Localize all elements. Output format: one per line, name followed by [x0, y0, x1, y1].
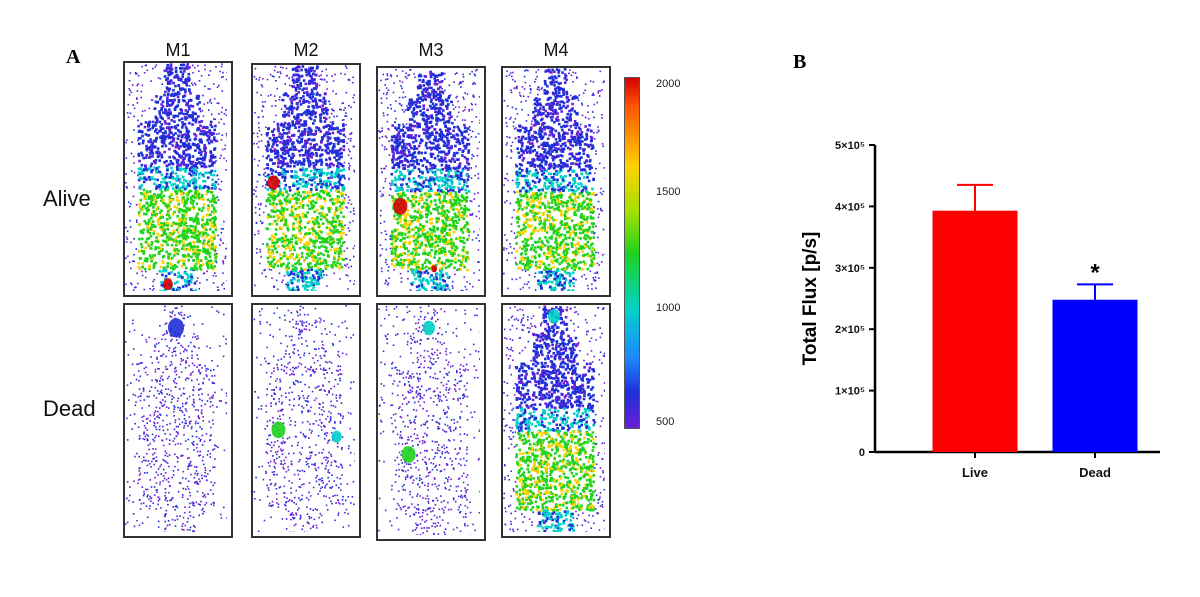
panel-a-letter: A [66, 46, 81, 68]
image-alive-m4 [501, 66, 611, 297]
column-label-m4: M4 [543, 40, 569, 60]
bar-live [932, 210, 1018, 452]
color-scale-tick-1000: 1000 [656, 302, 681, 314]
image-dead-m1 [123, 303, 233, 538]
x-tick-label-dead: Dead [1079, 465, 1111, 480]
row-label-dead: Dead [43, 396, 96, 421]
y-tick-label: 4×10⁵ [835, 201, 865, 213]
column-label-m2: M2 [293, 40, 319, 60]
image-dead-m4 [501, 303, 611, 538]
y-tick-label: 0 [859, 447, 865, 459]
column-label-m1: M1 [165, 40, 191, 60]
y-axis-label: Total Flux [p/s] [800, 232, 821, 366]
color-scale-bar [624, 77, 640, 429]
row-label-alive: Alive [43, 186, 91, 211]
color-scale-tick-1500: 1500 [656, 186, 681, 198]
significance-asterisk: * [1090, 259, 1100, 286]
image-alive-m2 [251, 63, 361, 297]
image-dead-m2 [251, 303, 361, 538]
color-scale-tick-2000: 2000 [656, 78, 681, 90]
color-scale-tick-500: 500 [656, 416, 675, 428]
image-alive-m1 [123, 61, 233, 297]
y-tick-label: 2×10⁵ [835, 324, 865, 336]
y-tick-label: 5×10⁵ [835, 140, 865, 152]
bar-dead [1052, 299, 1138, 452]
image-alive-m3 [376, 66, 486, 297]
image-dead-m3 [376, 303, 486, 541]
column-label-m3: M3 [418, 40, 444, 60]
panel-b-letter: B [793, 51, 807, 73]
y-tick-label: 1×10⁵ [835, 386, 865, 398]
bar-chart: 0 1×10⁵ 2×10⁵ 3×10⁵ 4×10⁵ 5×10⁵ Total Flux [p/… [800, 140, 1160, 480]
y-tick-label: 3×10⁵ [835, 263, 865, 275]
x-tick-label-live: Live [962, 465, 988, 480]
